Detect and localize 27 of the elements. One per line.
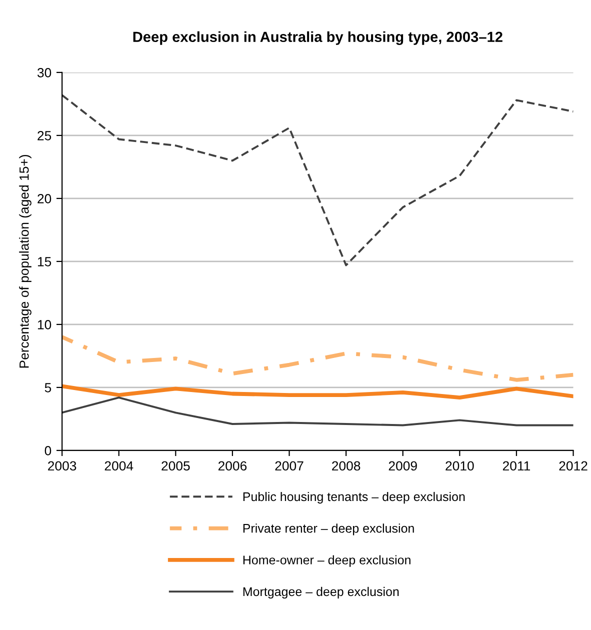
x-tick-label: 2010: [446, 461, 474, 471]
y-tick-label: 0: [44, 446, 52, 456]
y-tick-label: 30: [37, 68, 52, 78]
line-series: [62, 94, 574, 266]
x-tick-label: 2009: [388, 461, 417, 471]
line-series: [62, 396, 574, 426]
line-series: [62, 335, 574, 382]
x-tick-label: 2008: [332, 461, 360, 471]
x-tick-label: 2007: [275, 461, 304, 471]
x-tick-label: 2004: [104, 461, 134, 471]
x-tick-label: 2003: [48, 461, 76, 471]
x-tick-label: 2012: [559, 461, 588, 471]
legend-label: Public housing tenants – deep exclusion: [243, 492, 465, 504]
y-tick-label: 25: [38, 131, 52, 140]
y-tick-label: 10: [38, 320, 52, 330]
y-tick-label: 5: [44, 383, 52, 392]
x-tick-label: 2011: [502, 461, 530, 471]
legend-label: Private renter – deep exclusion: [243, 524, 414, 536]
legend-label: Home-owner – deep exclusion: [243, 555, 410, 567]
y-tick-label: 15: [38, 257, 52, 266]
y-tick-label: 20: [38, 194, 52, 204]
x-tick-label: 2006: [218, 461, 247, 471]
legend-label: Mortgagee – deep exclusion: [243, 586, 399, 599]
chart-title: Deep exclusion in Australia by housing type, 2003–12: [133, 31, 502, 45]
line-series: [62, 384, 574, 400]
y-axis-title: Percentage of population (aged 15+): [19, 154, 32, 368]
x-tick-label: 2005: [162, 461, 190, 471]
